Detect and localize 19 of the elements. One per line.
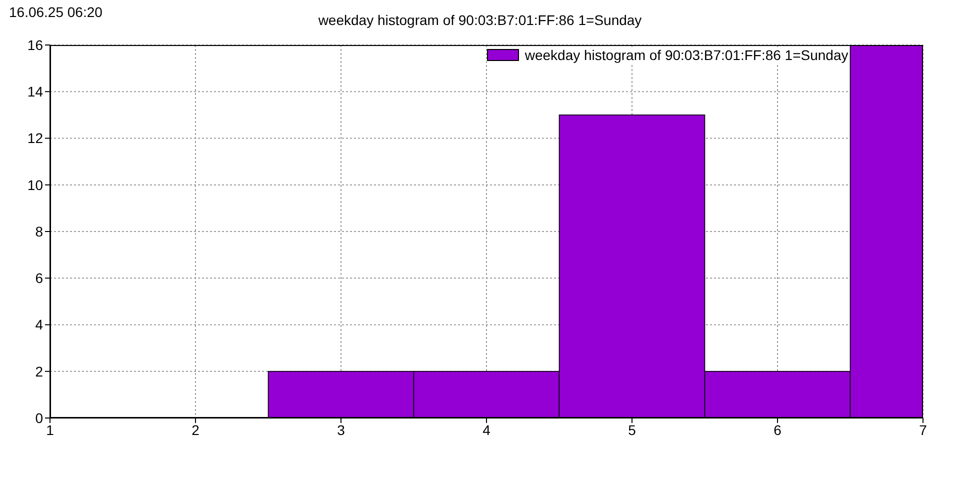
x-tick-label: 3 [337,422,346,438]
legend-label: weekday histogram of 90:03:B7:01:FF:86 1=Sunday [524,47,848,63]
x-tick-label: 4 [482,422,491,438]
x-tick-label: 1 [46,422,54,438]
x-tick-label: 6 [774,422,782,438]
chart-title: weekday histogram of 90:03:B7:01:FF:86 1=Sunday [318,12,642,28]
y-tick-label: 4 [35,316,44,333]
y-tick-label: 6 [35,270,44,286]
y-tick-label: 16 [27,36,44,53]
y-tick-label: 2 [35,363,44,380]
x-tick-label: 2 [192,422,200,438]
y-tick-label: 8 [35,223,44,240]
y-tick-label: 12 [27,130,44,146]
y-tick-label: 0 [35,410,44,426]
y-tick-label: 10 [27,176,44,193]
x-tick-label: 5 [628,422,636,438]
x-tick-label: 7 [919,422,928,438]
text: 16.06.25 06:20 [9,4,102,20]
y-tick-label: 14 [27,84,44,100]
